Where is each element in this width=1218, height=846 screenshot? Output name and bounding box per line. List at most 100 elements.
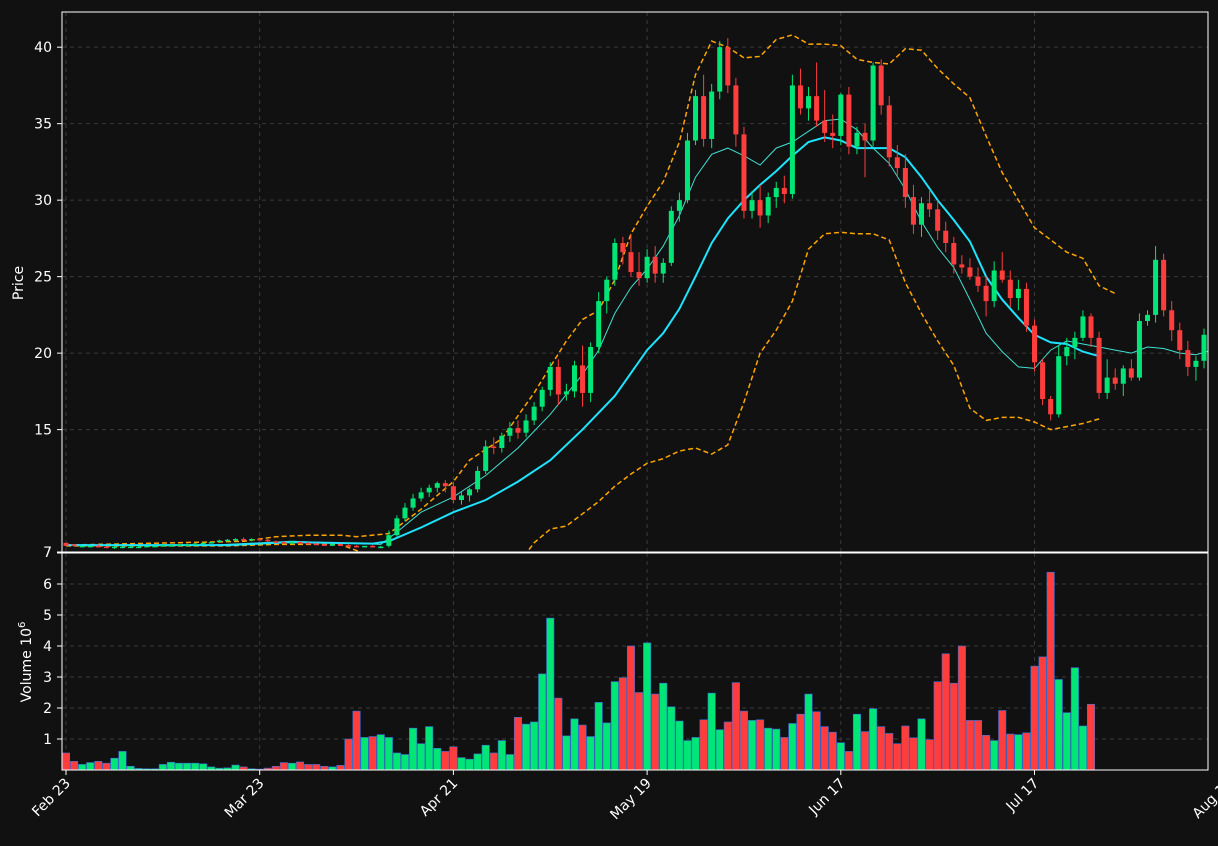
candle-body [1120, 368, 1126, 384]
volume-bar [304, 764, 313, 771]
candle-body [563, 391, 569, 395]
candle-body [1088, 316, 1094, 338]
candle-body [1023, 288, 1029, 326]
volume-bar [618, 677, 627, 771]
candle-body [999, 270, 1005, 280]
candle-body [321, 544, 327, 546]
candle [684, 132, 690, 204]
candle-body [329, 544, 335, 546]
candle-body [693, 96, 699, 141]
candle-body [434, 483, 440, 488]
volume-bar [723, 721, 732, 771]
candle [467, 487, 473, 502]
candle [426, 484, 432, 497]
candle [289, 541, 295, 545]
candle-body [281, 542, 287, 544]
candle [402, 503, 408, 522]
candle-body [200, 542, 206, 545]
candle-body [773, 187, 779, 198]
candle-body [337, 544, 343, 546]
candle [628, 233, 634, 277]
volume-bar [1078, 725, 1087, 771]
candle [184, 543, 190, 546]
volume-bar [166, 761, 175, 771]
candle-body [1153, 259, 1159, 315]
candle [394, 515, 400, 537]
volume-bar [336, 765, 345, 771]
candle-body [781, 187, 787, 195]
candle-body [313, 543, 319, 546]
candle [830, 114, 836, 149]
candle-body [1048, 399, 1054, 415]
candle-body [176, 544, 182, 546]
volume-bar [505, 754, 514, 771]
candle-body [636, 272, 642, 279]
volume-bar [1070, 667, 1079, 771]
candle [208, 541, 214, 544]
volume-bar [756, 719, 765, 771]
volume-bar [651, 693, 660, 771]
candle [192, 542, 198, 546]
volume-bar [836, 742, 845, 771]
candle-body [983, 285, 989, 302]
candle [1161, 253, 1167, 317]
volume-bar [110, 757, 119, 771]
candle [515, 420, 521, 439]
candle [1080, 310, 1086, 341]
candle [531, 402, 537, 426]
volume-bar [812, 711, 821, 771]
candle-body [515, 428, 521, 433]
candle [644, 249, 650, 283]
candle-body [1080, 316, 1086, 338]
ma-slow-line [66, 136, 1100, 547]
volume-bar [707, 692, 716, 771]
candle-body [370, 545, 376, 548]
candle-body [789, 85, 795, 195]
price-tick-label: 7 [43, 545, 52, 561]
volume-bar [1086, 703, 1096, 771]
candle-body [192, 543, 198, 546]
volume-bar [231, 764, 240, 771]
candle-body [378, 546, 384, 549]
candle-body [701, 96, 707, 139]
candle [862, 123, 868, 178]
volume-bar [279, 762, 288, 771]
volume-axis-label: Volume 106 [17, 622, 35, 703]
candle [943, 221, 949, 253]
candles [63, 38, 1207, 549]
candle [983, 276, 989, 317]
candle [676, 192, 682, 222]
candle [345, 544, 351, 547]
candle [418, 487, 424, 502]
volume-bar [158, 764, 167, 771]
volume-bar [820, 726, 829, 771]
candle [652, 246, 658, 283]
candle [241, 537, 247, 541]
volume-bar [901, 725, 910, 771]
volume-bar [739, 710, 748, 771]
candle-body [523, 420, 529, 433]
candle-body [136, 546, 142, 549]
volume-bar [481, 744, 490, 771]
price-panel-frame [61, 11, 1209, 553]
candle [717, 41, 723, 100]
candle [701, 74, 707, 147]
candle [1145, 310, 1151, 326]
volume-bar [497, 740, 506, 771]
candle [725, 38, 731, 94]
volume-bar [796, 713, 805, 771]
candle-body [604, 279, 610, 302]
candle-body [160, 545, 166, 547]
candle-body [273, 541, 279, 543]
candle [224, 538, 230, 542]
candle [894, 145, 900, 178]
candle-body [1015, 288, 1021, 299]
price-tick-label: 40 [34, 40, 52, 56]
price-tick-label: 25 [34, 270, 52, 286]
candle [499, 432, 505, 453]
candle [71, 544, 77, 546]
candle-body [63, 542, 69, 546]
candle [580, 345, 586, 407]
volume-bar [1062, 712, 1071, 771]
candle [168, 544, 174, 547]
